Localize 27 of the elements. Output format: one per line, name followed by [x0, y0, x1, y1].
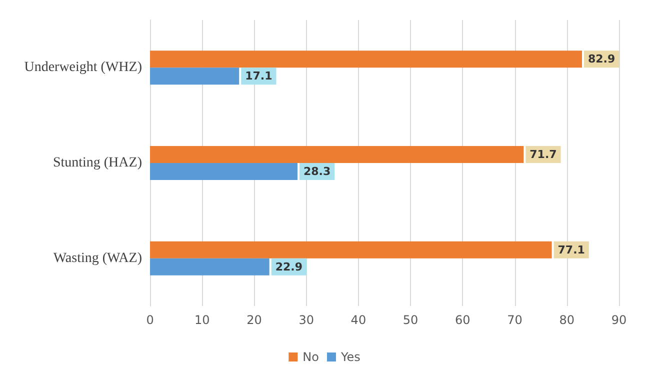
bar — [150, 163, 298, 180]
x-tick-label: 60 — [455, 313, 470, 327]
data-label: 77.1 — [558, 243, 585, 256]
x-tick-label: 40 — [350, 313, 366, 327]
data-label: 71.7 — [530, 148, 557, 161]
x-tick-label: 80 — [559, 313, 575, 327]
x-tick-label: 90 — [611, 313, 627, 327]
data-label: 82.9 — [588, 52, 616, 66]
bar — [150, 146, 524, 163]
x-tick-label: 70 — [507, 313, 522, 327]
data-label: 17.1 — [245, 70, 272, 83]
x-tick-label: 0 — [146, 313, 154, 327]
y-tick-label: Wasting (WAZ) — [53, 250, 142, 266]
x-tick-label: 50 — [402, 313, 418, 327]
bar — [150, 50, 582, 68]
x-tick-label: 10 — [194, 313, 210, 327]
x-tick-label: 20 — [246, 313, 262, 327]
legend-label: No — [302, 350, 319, 364]
bar — [150, 258, 270, 276]
bar — [150, 68, 240, 85]
data-label: 22.9 — [275, 260, 302, 274]
bar — [150, 241, 552, 258]
y-tick-label: Underweight (WHZ) — [24, 60, 142, 76]
y-tick-label: Stunting (HAZ) — [52, 156, 142, 170]
legend-label: Yes — [340, 350, 360, 364]
data-label: 28.3 — [303, 165, 331, 178]
x-tick-label: 30 — [298, 313, 314, 327]
